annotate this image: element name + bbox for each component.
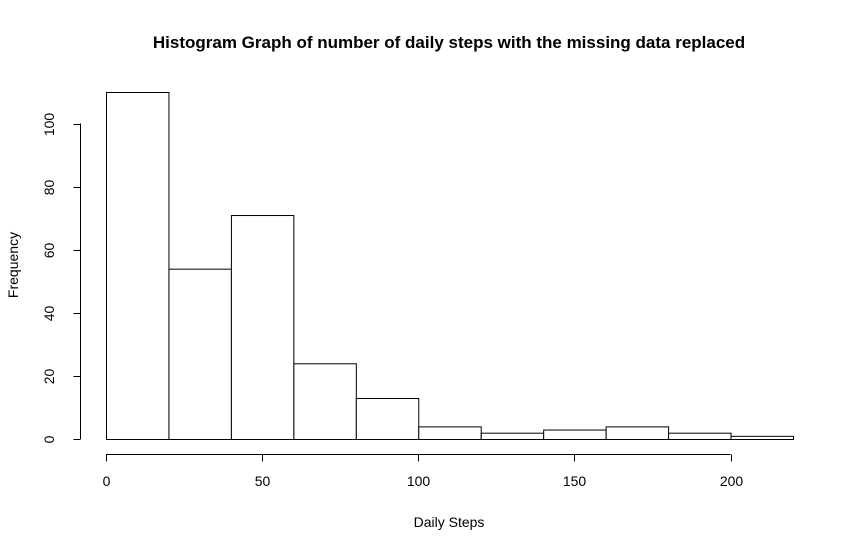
x-tick-label: 0 bbox=[103, 473, 111, 489]
y-tick-label: 100 bbox=[41, 113, 57, 137]
histogram-bar bbox=[543, 429, 607, 441]
x-axis: 0 50 100 150 200 bbox=[103, 454, 744, 489]
histogram-bar bbox=[730, 435, 795, 441]
histogram-bar bbox=[230, 215, 295, 440]
x-tick-label: 100 bbox=[407, 473, 431, 489]
x-tick-label: 200 bbox=[720, 473, 744, 489]
x-axis-label: Daily Steps bbox=[414, 514, 485, 530]
y-tick-label: 20 bbox=[41, 369, 57, 385]
x-tick-label: 150 bbox=[563, 473, 587, 489]
histogram-bar bbox=[355, 397, 420, 440]
histogram-bar bbox=[668, 432, 732, 441]
bars-group bbox=[106, 92, 795, 441]
histogram-bar bbox=[480, 432, 545, 441]
histogram-bar bbox=[605, 426, 670, 440]
y-tick-label: 0 bbox=[41, 435, 57, 443]
histogram-bar bbox=[418, 426, 482, 440]
histogram-bar bbox=[293, 363, 357, 441]
y-tick-label: 80 bbox=[41, 180, 57, 196]
x-tick-label: 50 bbox=[255, 473, 271, 489]
histogram-bar bbox=[106, 92, 170, 440]
y-tick-label: 60 bbox=[41, 243, 57, 259]
histogram-bar bbox=[168, 268, 232, 440]
y-tick-label: 40 bbox=[41, 306, 57, 322]
chart-title: Histogram Graph of number of daily steps… bbox=[153, 33, 745, 52]
y-axis: 0 20 40 60 80 100 bbox=[41, 113, 81, 443]
y-axis-label: Frequency bbox=[5, 232, 21, 298]
